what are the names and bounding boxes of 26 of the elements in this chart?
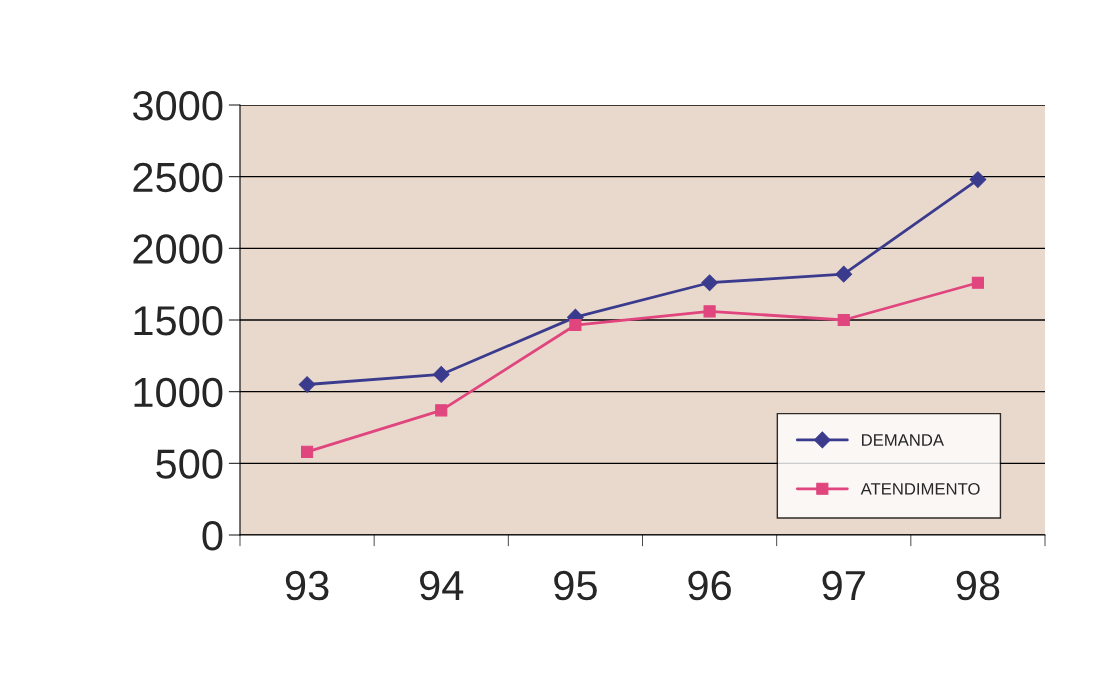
- legend-label: DEMANDA: [862, 434, 944, 446]
- point: [701, 274, 718, 292]
- point: [971, 276, 984, 289]
- x-tick-label: 95: [554, 570, 597, 601]
- legend-label: ATENDIMENTO: [860, 482, 980, 495]
- point: [969, 171, 987, 188]
- x-tick-label: 96: [688, 570, 731, 601]
- y-tick-label: 1500: [134, 306, 223, 336]
- point: [837, 313, 850, 327]
- x-tick-label: 97: [822, 570, 865, 601]
- y-tick-label: 0: [202, 521, 223, 551]
- point: [432, 366, 450, 383]
- point: [301, 445, 314, 458]
- y-tick-label: 2500: [133, 162, 223, 193]
- point: [298, 376, 316, 393]
- x-tick-label: 93: [285, 570, 329, 601]
- point: [569, 318, 582, 332]
- y-tick-label: 2000: [133, 234, 223, 264]
- point: [835, 265, 853, 283]
- y-tick-label: 3000: [132, 91, 223, 121]
- x-tick-label: 98: [956, 570, 1000, 601]
- y-tick-label: 500: [156, 449, 223, 479]
- y-tick-label: 1000: [134, 377, 223, 408]
- point: [703, 305, 716, 318]
- x-tick-label: 94: [420, 570, 464, 601]
- point: [435, 404, 448, 417]
